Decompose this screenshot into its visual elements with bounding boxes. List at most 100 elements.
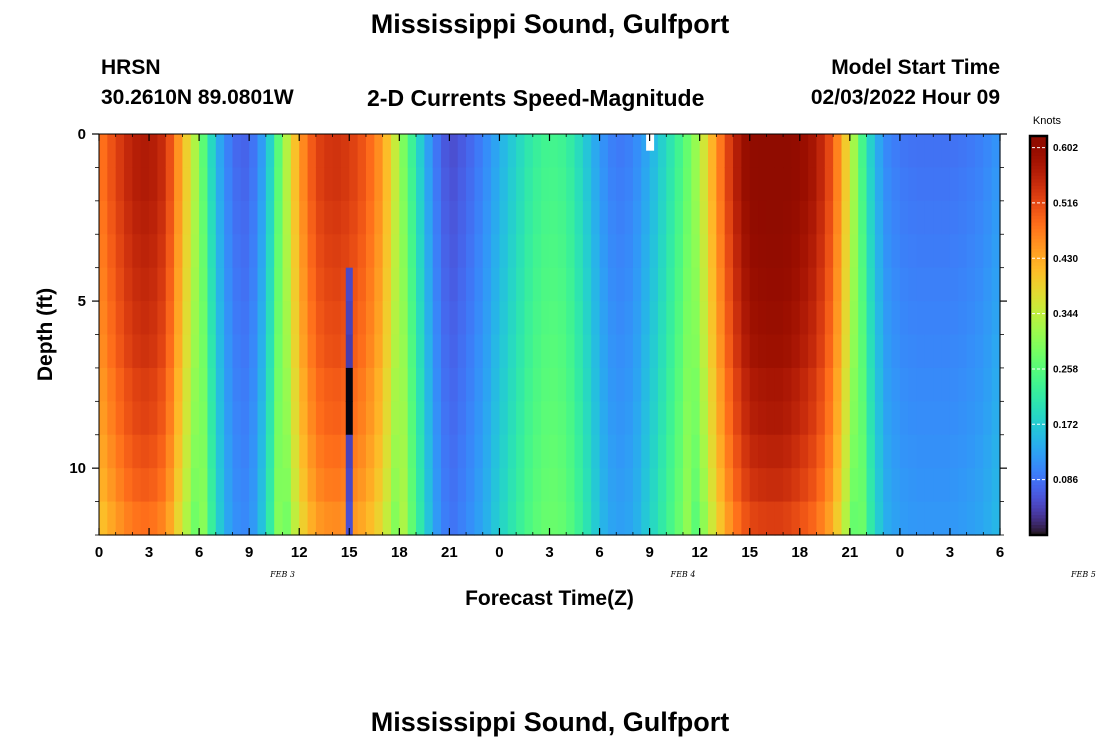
heatmap-cell: [249, 434, 259, 469]
heatmap-cell: [491, 134, 501, 169]
heatmap-cell: [883, 434, 893, 469]
heatmap-cell: [941, 401, 951, 436]
heatmap-cell: [649, 234, 659, 269]
heatmap-cell: [340, 234, 350, 269]
heatmap-cell: [299, 401, 309, 436]
heatmap-cell: [741, 134, 751, 169]
heatmap-cell: [324, 267, 334, 302]
heatmap-cell: [524, 267, 534, 302]
heatmap-cell: [616, 134, 626, 169]
heatmap-cell: [641, 267, 651, 302]
colorbar-segment: [1030, 155, 1047, 160]
heatmap-cell: [691, 301, 701, 336]
heatmap-cell: [165, 501, 175, 536]
colorbar-segment: [1030, 461, 1047, 466]
heatmap-cell: [349, 167, 359, 202]
colorbar-segment: [1030, 212, 1047, 217]
heatmap-cell: [557, 501, 567, 536]
heatmap-cell: [991, 401, 1001, 436]
heatmap-cell: [599, 367, 609, 402]
heatmap-cell: [966, 367, 976, 402]
heatmap-cell: [199, 501, 209, 536]
colorbar-segment: [1030, 428, 1047, 433]
heatmap-cell: [557, 267, 567, 302]
heatmap-cell: [299, 167, 309, 202]
heatmap-cell: [232, 267, 242, 302]
colorbar-segment: [1030, 205, 1047, 210]
heatmap-cell: [390, 367, 400, 402]
heatmap-cell: [149, 401, 158, 436]
heatmap-cell: [290, 267, 300, 302]
heatmap-cell: [499, 501, 509, 536]
heatmap-cell: [557, 434, 567, 469]
heatmap-cell: [949, 200, 959, 235]
heatmap-cell: [866, 301, 876, 336]
heatmap-cell: [941, 134, 951, 169]
heatmap-cell: [749, 401, 759, 436]
heatmap-cell: [724, 367, 734, 402]
heatmap-cell: [649, 334, 659, 369]
heatmap-cell-anomaly: [345, 334, 353, 369]
heatmap-cell: [582, 267, 592, 302]
heatmap-cell: [349, 134, 359, 169]
heatmap-cell: [733, 267, 742, 302]
heatmap-cell: [407, 301, 417, 336]
heatmap-cell: [482, 167, 492, 202]
colorbar-segment: [1030, 229, 1047, 234]
colorbar-segment: [1030, 455, 1047, 460]
heatmap-cell: [182, 134, 192, 169]
heatmap-cell: [799, 200, 809, 235]
heatmap-cell: [582, 167, 592, 202]
heatmap-cell: [340, 468, 350, 503]
heatmap-cell: [182, 501, 192, 536]
heatmap-cell: [174, 401, 184, 436]
heatmap-cell: [307, 234, 317, 269]
heatmap-cell: [107, 301, 117, 336]
heatmap-cell: [916, 267, 926, 302]
heatmap-cell: [574, 134, 584, 169]
heatmap-cell: [766, 468, 776, 503]
heatmap-cell: [841, 334, 851, 369]
heatmap-cell: [466, 468, 476, 503]
heatmap-cell: [124, 301, 133, 336]
heatmap-cell: [265, 501, 275, 536]
heatmap-cell: [574, 267, 584, 302]
heatmap-cell: [365, 167, 375, 202]
heatmap-cell: [249, 267, 259, 302]
heatmap-cell: [574, 434, 584, 469]
heatmap-cell: [332, 401, 342, 436]
heatmap-cell: [699, 468, 709, 503]
heatmap-cell: [824, 134, 834, 169]
heatmap-cell: [449, 234, 459, 269]
heatmap-cell: [307, 334, 317, 369]
heatmap-cell: [157, 301, 167, 336]
heatmap-cell: [374, 234, 384, 269]
heatmap-cell: [449, 334, 459, 369]
heatmap-cell: [841, 200, 851, 235]
heatmap-cell: [591, 334, 601, 369]
heatmap-cell: [607, 334, 617, 369]
colorbar-segment: [1030, 531, 1047, 536]
heatmap-cell: [607, 301, 617, 336]
heatmap-cell: [699, 334, 709, 369]
heatmap-cell: [949, 301, 959, 336]
heatmap-cell: [457, 401, 467, 436]
heatmap-cell: [549, 401, 559, 436]
heatmap-cell: [257, 434, 267, 469]
heatmap-cell: [149, 134, 158, 169]
heatmap-cell: [349, 434, 359, 469]
heatmap-cell: [566, 200, 576, 235]
heatmap-cell: [991, 367, 1001, 402]
heatmap-cell: [474, 234, 484, 269]
heatmap-cell: [457, 200, 467, 235]
heatmap-cell: [349, 501, 359, 536]
heatmap-cell: [716, 401, 726, 436]
heatmap-cell: [165, 468, 175, 503]
heatmap-cell: [691, 401, 701, 436]
heatmap-cell: [382, 301, 392, 336]
heatmap-cell: [524, 334, 534, 369]
heatmap-cell: [299, 468, 309, 503]
heatmap-cell: [215, 401, 225, 436]
heatmap-cell: [774, 267, 784, 302]
